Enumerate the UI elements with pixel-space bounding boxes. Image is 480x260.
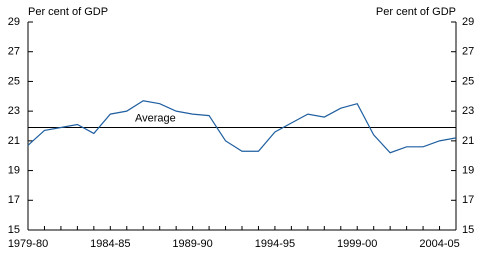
y2-tick-label: 27 (462, 46, 474, 58)
data-line (27, 100, 457, 154)
x-tick-label: 1979-80 (8, 238, 48, 250)
x-tick-label: 1999-00 (337, 238, 377, 250)
x-tick-label: 2004-05 (419, 238, 459, 250)
average-label: Average (135, 112, 176, 124)
x-tick-label: 1984-85 (90, 238, 130, 250)
y-tick-label: 23 (8, 105, 20, 117)
y2-tick-label: 15 (462, 224, 474, 236)
y-tick-label: 15 (8, 224, 20, 236)
x-tick-label: 1989-90 (172, 238, 212, 250)
x-tick-label: 1994-95 (255, 238, 295, 250)
y-axis-label: Per cent of GDP (28, 6, 108, 18)
y2-tick-label: 19 (462, 164, 474, 176)
y-tick-label: 21 (8, 135, 20, 147)
y2-axis-label: Per cent of GDP (376, 6, 456, 18)
y-tick-label: 25 (8, 75, 20, 87)
y2-tick-label: 29 (462, 16, 474, 28)
y-tick-label: 17 (8, 194, 20, 206)
y2-tick-label: 17 (462, 194, 474, 206)
y-tick-label: 19 (8, 164, 20, 176)
y-tick-label: 27 (8, 46, 20, 58)
y2-tick-label: 25 (462, 75, 474, 87)
y-tick-label: 29 (8, 16, 20, 28)
y2-tick-label: 23 (462, 105, 474, 117)
y2-tick-label: 21 (462, 135, 474, 147)
